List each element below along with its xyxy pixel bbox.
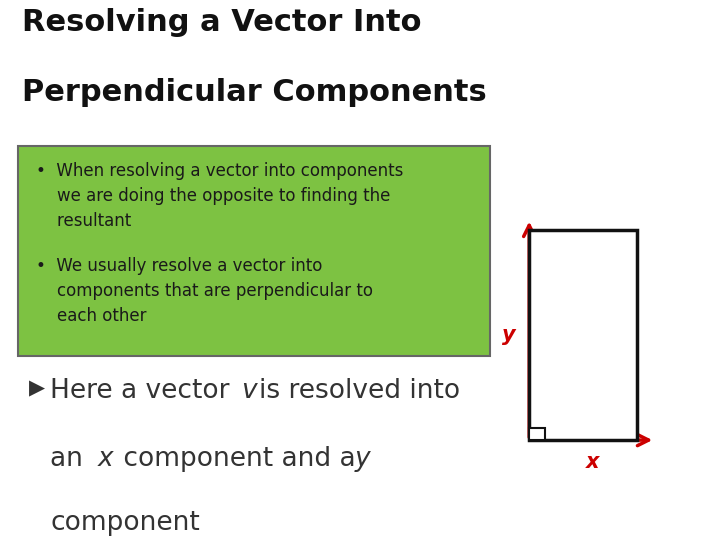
Text: Resolving a Vector Into: Resolving a Vector Into xyxy=(22,8,421,37)
Text: •  When resolving a vector into components
    we are doing the opposite to find: • When resolving a vector into component… xyxy=(36,162,403,230)
Text: •  We usually resolve a vector into
    components that are perpendicular to
   : • We usually resolve a vector into compo… xyxy=(36,257,373,325)
Text: x: x xyxy=(585,451,599,472)
Text: Perpendicular Components: Perpendicular Components xyxy=(22,78,486,107)
Text: Here a vector: Here a vector xyxy=(50,378,238,404)
Text: y: y xyxy=(354,446,370,471)
Text: component: component xyxy=(50,510,200,536)
Text: x: x xyxy=(97,446,113,471)
Text: y: y xyxy=(503,325,516,345)
FancyBboxPatch shape xyxy=(18,146,490,356)
Text: v: v xyxy=(583,316,592,331)
Text: ▶: ▶ xyxy=(29,378,45,398)
Text: v: v xyxy=(241,378,257,404)
Text: is resolved into: is resolved into xyxy=(259,378,460,404)
Text: component and a: component and a xyxy=(115,446,364,471)
Text: an: an xyxy=(50,446,91,471)
